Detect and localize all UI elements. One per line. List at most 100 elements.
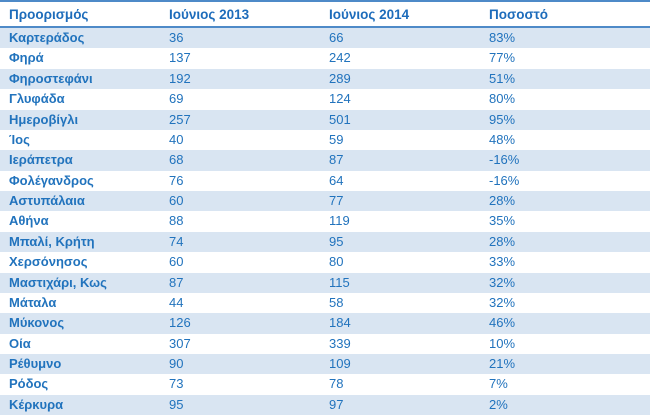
table-row: Αθήνα 88 119 35% (0, 211, 650, 232)
destination-cell: Ιεράπετρα (9, 152, 73, 168)
june-2014-cell: 289 (329, 70, 351, 86)
june-2014-cell: 97 (329, 396, 344, 412)
june-2014-cell: 119 (329, 213, 350, 229)
percentage-cell: 10% (489, 335, 516, 351)
table-row: Φηροστεφάνι 192 289 51% (0, 68, 650, 90)
destination-cell: Αστυπάλαια (9, 193, 85, 208)
june-2014-cell: 115 (329, 274, 350, 290)
destination-cell: Καρτεράδος (9, 30, 85, 45)
june-2014-cell: 66 (329, 30, 344, 45)
percentage-cell: 21% (489, 356, 516, 371)
table-row: Ημεροβίγλι 257 501 95% (0, 109, 650, 130)
june-2013-cell: 44 (169, 294, 184, 310)
destination-cell: Φηρά (9, 50, 44, 66)
june-2014-cell: 87 (329, 152, 344, 168)
table-row: Μαστιχάρι, Κως 87 115 32% (0, 272, 650, 293)
percentage-cell: 80% (489, 91, 516, 107)
table-row: Μύκονος 126 184 46% (0, 313, 650, 334)
table-row: Ιεράπετρα 68 87 -16% (0, 150, 650, 171)
destination-cell: Φηροστεφάνι (9, 70, 93, 86)
table-row: Γλυφάδα 69 124 80% (0, 89, 650, 110)
percentage-cell: 28% (489, 233, 516, 249)
june-2013-cell: 73 (169, 376, 184, 392)
june-2014-cell: 78 (329, 376, 344, 392)
column-header-june-2014: Ιούνιος 2014 (320, 1, 480, 28)
percentage-cell: 33% (489, 254, 516, 270)
table-row: Κέρκυρα 95 97 2% (0, 394, 650, 415)
percentage-cell: 2% (489, 396, 508, 412)
percentage-cell: 28% (489, 193, 516, 208)
june-2013-cell: 69 (169, 91, 184, 107)
table-row: Ρόδος 73 78 7% (0, 374, 650, 395)
june-2013-cell: 60 (169, 193, 184, 208)
june-2014-cell: 95 (329, 233, 344, 249)
june-2013-cell: 74 (169, 233, 184, 249)
table-row: Οία 307 339 10% (0, 333, 650, 354)
table-row: Ίος 40 59 48% (0, 129, 650, 151)
destination-cell: Χερσόνησος (9, 254, 88, 270)
destination-cell: Οία (9, 335, 31, 351)
june-2013-cell: 257 (169, 111, 191, 127)
percentage-cell: 83% (489, 30, 516, 45)
destination-cell: Ρόδος (9, 376, 49, 392)
percentage-cell: 77% (489, 50, 516, 66)
column-header-percentage: Ποσοστό (480, 1, 650, 28)
june-2014-cell: 109 (329, 356, 351, 371)
table-row: Καρτεράδος 36 66 83% (0, 27, 650, 49)
june-2013-cell: 90 (169, 356, 184, 371)
june-2013-cell: 137 (169, 50, 191, 66)
june-2013-cell: 88 (169, 213, 184, 229)
percentage-cell: 7% (489, 376, 508, 392)
destination-cell: Γλυφάδα (9, 91, 65, 107)
table-row: Χερσόνησος 60 80 33% (0, 252, 650, 273)
table-header: Προορισμός Ιούνιος 2013 Ιούνιος 2014 Ποσ… (0, 1, 650, 28)
column-header-june-2013: Ιούνιος 2013 (160, 1, 320, 28)
table-row: Ρέθυμνο 90 109 21% (0, 354, 650, 375)
destination-cell: Ημεροβίγλι (9, 111, 79, 127)
table-row: Φολέγανδρος 76 64 -16% (0, 170, 650, 191)
destination-cell: Μπαλί, Κρήτη (9, 233, 95, 249)
destination-cell: Μάταλα (9, 294, 57, 310)
june-2014-cell: 124 (329, 91, 351, 107)
destination-cell: Αθήνα (9, 213, 49, 229)
june-2014-cell: 339 (329, 335, 351, 351)
percentage-cell: -16% (489, 172, 520, 188)
june-2014-cell: 58 (329, 294, 344, 310)
june-2013-cell: 68 (169, 152, 184, 168)
percentage-cell: 35% (489, 213, 516, 229)
june-2013-cell: 307 (169, 335, 191, 351)
destination-cell: Φολέγανδρος (9, 172, 94, 188)
june-2013-cell: 126 (169, 315, 191, 331)
june-2014-cell: 184 (329, 315, 351, 331)
percentage-cell: 95% (489, 111, 516, 127)
percentage-cell: -16% (489, 152, 520, 168)
june-2013-cell: 192 (169, 70, 191, 86)
june-2013-cell: 87 (169, 274, 184, 290)
table-row: Μάταλα 44 58 32% (0, 292, 650, 314)
percentage-cell: 32% (489, 274, 516, 290)
destination-cell: Μύκονος (9, 315, 65, 331)
table-row: Αστυπάλαια 60 77 28% (0, 191, 650, 212)
destination-cell: Ίος (9, 131, 30, 147)
table-row: Φηρά 137 242 77% (0, 48, 650, 69)
table-row: Μπαλί, Κρήτη 74 95 28% (0, 231, 650, 253)
june-2013-cell: 60 (169, 254, 184, 270)
june-2013-cell: 36 (169, 30, 184, 45)
column-header-destination: Προορισμός (0, 1, 160, 28)
percentage-cell: 51% (489, 70, 516, 86)
june-2014-cell: 64 (329, 172, 344, 188)
june-2013-cell: 76 (169, 172, 184, 188)
june-2013-cell: 40 (169, 131, 184, 147)
destination-cell: Μαστιχάρι, Κως (9, 274, 107, 290)
percentage-cell: 46% (489, 315, 516, 331)
table-body: Καρτεράδος 36 66 83% Φηρά 137 242 77% Φηροστεφάν… (0, 27, 650, 415)
destination-cell: Ρέθυμνο (9, 356, 62, 371)
june-2014-cell: 242 (329, 50, 351, 66)
percentage-cell: 48% (489, 131, 516, 147)
june-2013-cell: 95 (169, 396, 184, 412)
june-2014-cell: 59 (329, 131, 344, 147)
june-2014-cell: 501 (329, 111, 351, 127)
header-row: Προορισμός Ιούνιος 2013 Ιούνιος 2014 Ποσ… (0, 1, 650, 28)
